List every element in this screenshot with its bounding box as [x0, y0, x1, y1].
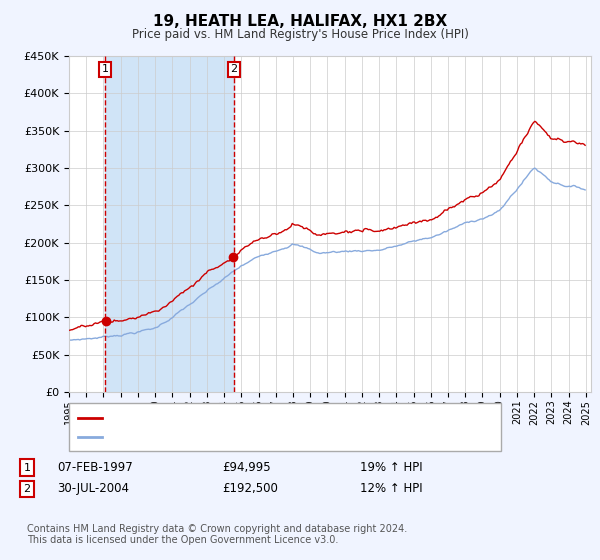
Text: Price paid vs. HM Land Registry's House Price Index (HPI): Price paid vs. HM Land Registry's House … — [131, 28, 469, 41]
Text: 30-JUL-2004: 30-JUL-2004 — [57, 482, 129, 496]
Text: 2: 2 — [230, 64, 238, 74]
Text: £94,995: £94,995 — [222, 461, 271, 474]
Text: 1: 1 — [101, 64, 109, 74]
Text: HPI: Average price, detached house, Calderdale: HPI: Average price, detached house, Cald… — [106, 432, 373, 442]
Text: 07-FEB-1997: 07-FEB-1997 — [57, 461, 133, 474]
Text: Contains HM Land Registry data © Crown copyright and database right 2024.
This d: Contains HM Land Registry data © Crown c… — [27, 524, 407, 545]
Text: 19, HEATH LEA, HALIFAX, HX1 2BX: 19, HEATH LEA, HALIFAX, HX1 2BX — [153, 14, 447, 29]
Text: 2: 2 — [23, 484, 31, 494]
Text: 19% ↑ HPI: 19% ↑ HPI — [360, 461, 422, 474]
Text: 12% ↑ HPI: 12% ↑ HPI — [360, 482, 422, 496]
Text: £192,500: £192,500 — [222, 482, 278, 496]
Bar — [105, 56, 234, 392]
Text: 19, HEATH LEA, HALIFAX, HX1 2BX (detached house): 19, HEATH LEA, HALIFAX, HX1 2BX (detache… — [106, 413, 400, 423]
Text: 1: 1 — [23, 463, 31, 473]
